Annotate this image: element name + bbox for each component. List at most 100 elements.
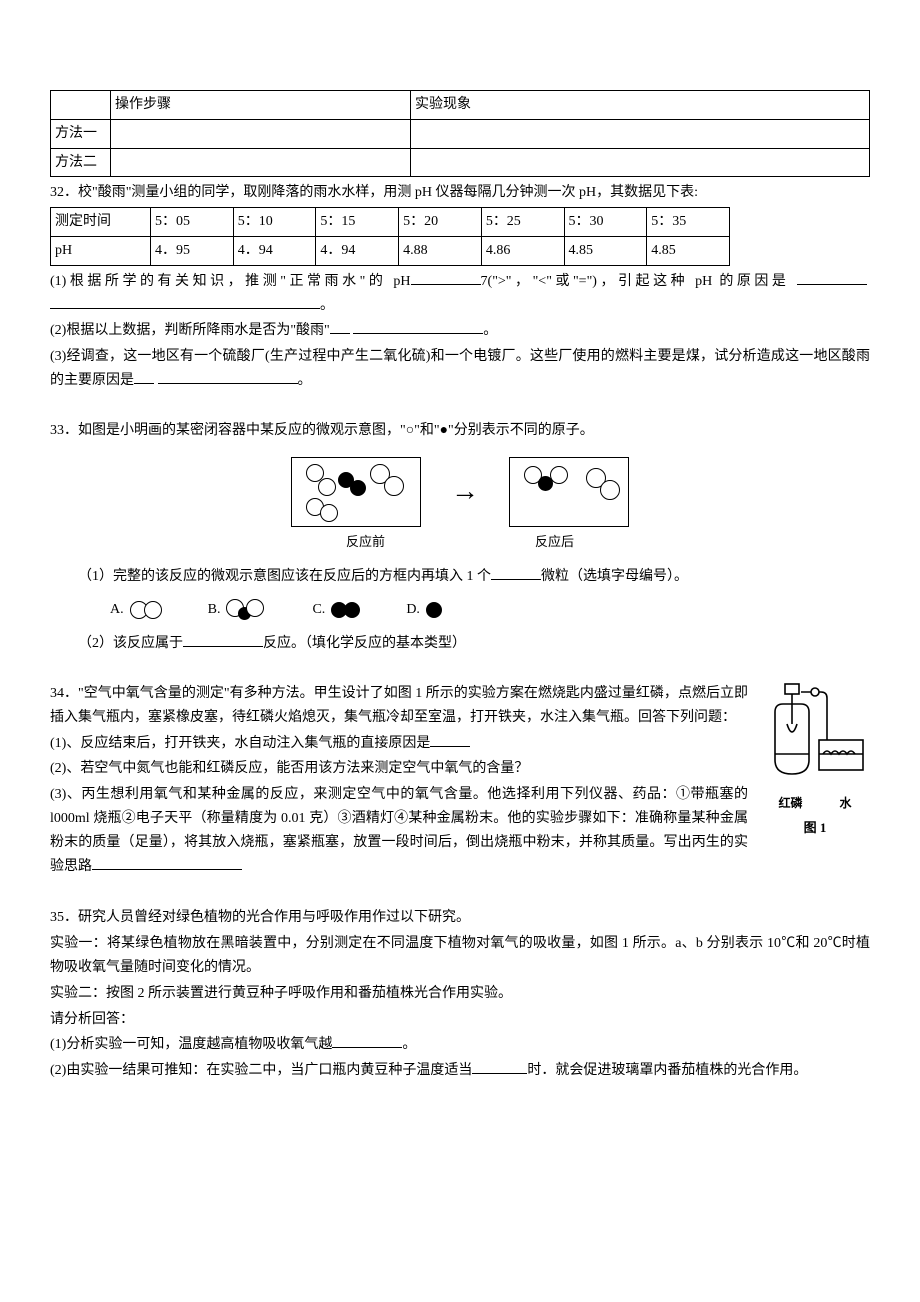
atom-solid [350, 480, 366, 496]
q32-t1: 5：05 [151, 208, 234, 237]
blank [491, 566, 541, 580]
q35-p1-b: 。 [402, 1037, 416, 1052]
q32-p2-a: (2)根据以上数据，判断所降雨水是否为"酸雨" [50, 323, 330, 338]
option-a: A. [110, 598, 162, 622]
apparatus-labels: 红磷 水 [760, 793, 870, 813]
q32-p3: 4．94 [316, 236, 399, 265]
q32-p4: 4.88 [399, 236, 482, 265]
q35-exp2: 实验二：按图 2 所示装置进行黄豆种子呼吸作用和番茄植株光合作用实验。 [50, 982, 870, 1006]
row-method1-phenom [411, 119, 870, 148]
q33-p1-a: （1）完整的该反应的微观示意图应该在反应后的方框内再填入 1 个 [78, 569, 491, 584]
q34-text: 34．"空气中氧气含量的测定"有多种方法。甲生设计了如图 1 所示的实验方案在燃… [50, 682, 748, 880]
q35-p2-a: (2)由实验一结果可推知：在实验二中，当广口瓶内黄豆种子温度适当 [50, 1063, 472, 1078]
q35-p1: (1)分析实验一可知，温度越高植物吸收氧气越 。 [50, 1033, 870, 1057]
apparatus-icon [761, 682, 869, 782]
option-c: C. [312, 598, 360, 622]
q32-intro: 32．校"酸雨"测量小组的同学，取刚降落的雨水水样，用测 pH 仪器每隔几分钟测… [50, 181, 870, 205]
q33: 33．如图是小明画的某密闭容器中某反应的微观示意图，"○"和"●"分别表示不同的… [50, 419, 870, 656]
q35-exp1: 实验一：将某绿色植物放在黑暗装置中，分别测定在不同温度下植物对氧气的吸收量，如图… [50, 932, 870, 980]
q34-p2: (2)、若空气中氮气也能和红磷反应，能否用该方法来测定空气中氧气的含量？ [50, 757, 748, 781]
reaction-after-box [509, 457, 629, 527]
opt-d-label: D. [406, 598, 420, 622]
q32-p7: 4.85 [647, 236, 730, 265]
q35: 35．研究人员曾经对绿色植物的光合作用与呼吸作用作过以下研究。 实验一：将某绿色… [50, 906, 870, 1083]
molecule-d-icon [426, 598, 442, 622]
row-method1-label: 方法一 [51, 119, 111, 148]
q35-ask: 请分析回答： [50, 1008, 870, 1032]
molecule-c-icon [331, 598, 360, 622]
q33-p2-a: （2）该反应属于 [78, 636, 183, 651]
label-water: 水 [839, 793, 851, 813]
q32-th-time: 测定时间 [51, 208, 151, 237]
option-b: B. [208, 598, 267, 622]
q32-p1-b: 7(">"，"<"或"=")，引起这种 pH 的原因是 [481, 274, 790, 289]
q32-p1: (1)根据所学的有关知识，推测"正常雨水"的 pH 7(">"，"<"或"=")，… [50, 270, 870, 318]
q32-th-ph: pH [51, 236, 151, 265]
q32-p3: (3)经调查，这一地区有一个硫酸厂(生产过程中产生二氧化硫)和一个电镀厂。这些厂… [50, 345, 870, 393]
blank [332, 1034, 402, 1048]
option-d: D. [406, 598, 442, 622]
q33-diagram-labels: 反应前 反应后 [50, 531, 870, 553]
atom-open [600, 480, 620, 500]
table-methods: 操作步骤 实验现象 方法一 方法二 [50, 90, 870, 177]
q32-p1-a: (1)根据所学的有关知识，推测"正常雨水"的 pH [50, 274, 411, 289]
q34: 34．"空气中氧气含量的测定"有多种方法。甲生设计了如图 1 所示的实验方案在燃… [50, 682, 870, 880]
blank [472, 1060, 527, 1074]
opt-c-label: C. [312, 598, 325, 622]
q32-p1-c: 。 [320, 298, 334, 313]
q35-intro: 35．研究人员曾经对绿色植物的光合作用与呼吸作用作过以下研究。 [50, 906, 870, 930]
row-method1-steps [111, 119, 411, 148]
q32-p2-b: 。 [483, 323, 497, 338]
molecule-b-icon [226, 599, 266, 621]
q33-p1: （1）完整的该反应的微观示意图应该在反应后的方框内再填入 1 个 微粒（选填字母编… [50, 565, 870, 589]
row-method2-steps [111, 148, 411, 177]
blank [92, 856, 242, 870]
atom-open [550, 466, 568, 484]
q32-t7: 5：35 [647, 208, 730, 237]
blank [134, 370, 154, 384]
apparatus-caption: 图 1 [760, 817, 870, 839]
label-before: 反应前 [346, 531, 385, 553]
blank [411, 271, 481, 285]
q35-p2-b: 时．就会促进玻璃罩内番茄植株的光合作用。 [527, 1063, 807, 1078]
row-method2-phenom [411, 148, 870, 177]
opt-a-label: A. [110, 598, 124, 622]
blank [183, 633, 263, 647]
q32-t6: 5：30 [564, 208, 647, 237]
q32-p6: 4.85 [564, 236, 647, 265]
atom-open [320, 504, 338, 522]
q32-t2: 5：10 [233, 208, 316, 237]
q32-t4: 5：20 [399, 208, 482, 237]
q33-p1-b: 微粒（选填字母编号）。 [541, 569, 688, 584]
label-after: 反应后 [535, 531, 574, 553]
arrow-icon: → [451, 468, 479, 516]
q33-p2: （2）该反应属于 反应。（填化学反应的基本类型） [50, 632, 870, 656]
blank [430, 733, 470, 747]
q34-p1: (1)、反应结束后，打开铁夹，水自动注入集气瓶的直接原因是 [50, 732, 748, 756]
row-method2-label: 方法二 [51, 148, 111, 177]
molecule-a-icon [130, 598, 162, 622]
q33-p2-b: 反应。（填化学反应的基本类型） [263, 636, 466, 651]
q35-p1-a: (1)分析实验一可知，温度越高植物吸收氧气越 [50, 1037, 332, 1052]
q33-options: A. B. C. D. [110, 598, 870, 622]
q32-p3-b: 。 [298, 373, 312, 388]
blank [158, 370, 298, 384]
q34-p1-a: (1)、反应结束后，打开铁夹，水自动注入集气瓶的直接原因是 [50, 736, 430, 751]
q32-p1: 4．95 [151, 236, 234, 265]
q33-diagram: → [50, 457, 870, 527]
label-redp: 红磷 [778, 793, 802, 813]
q32-t5: 5：25 [481, 208, 564, 237]
blank [353, 320, 483, 334]
th-steps: 操作步骤 [111, 91, 411, 120]
opt-b-label: B. [208, 598, 221, 622]
atom-open [384, 476, 404, 496]
blank [50, 295, 320, 309]
atom-open [318, 478, 336, 496]
blank [330, 320, 350, 334]
q34-p3: (3)、丙生想利用氧气和某种金属的反应，来测定空气中的氧气含量。他选择利用下列仪… [50, 783, 748, 878]
reaction-before-box [291, 457, 421, 527]
th-blank [51, 91, 111, 120]
q34-intro: 34．"空气中氧气含量的测定"有多种方法。甲生设计了如图 1 所示的实验方案在燃… [50, 682, 748, 730]
blank [797, 271, 867, 285]
q33-intro: 33．如图是小明画的某密闭容器中某反应的微观示意图，"○"和"●"分别表示不同的… [50, 419, 870, 443]
